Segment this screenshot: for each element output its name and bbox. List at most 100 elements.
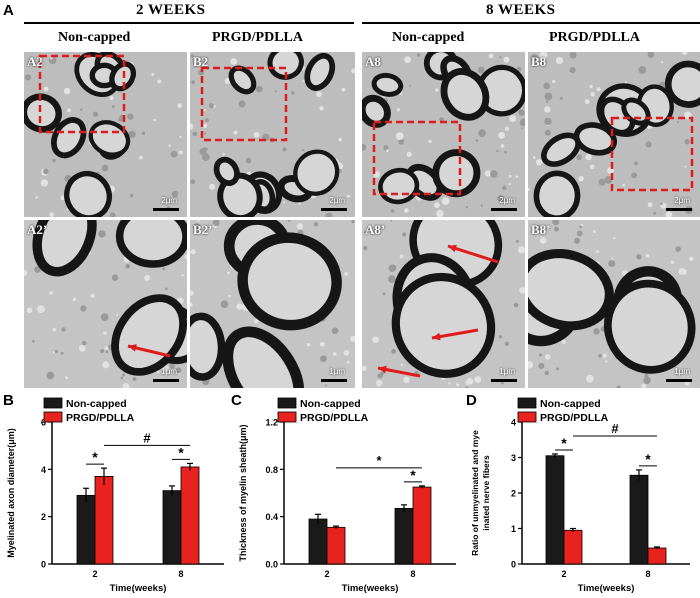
- panel-letter-d: D: [466, 392, 477, 409]
- scale-bar-label: 2μm: [499, 196, 515, 205]
- micrograph-label: B2’: [193, 222, 213, 237]
- inset-box: [610, 116, 694, 192]
- y-axis-label: Ratio of unmyelinated and mye: [470, 430, 480, 556]
- micrograph-b2: B2 2μm: [190, 52, 355, 217]
- x-tick-label: 8: [645, 569, 650, 579]
- bar-prgd-pdlla-8: [647, 547, 667, 565]
- legend-label: Non-capped: [300, 398, 361, 410]
- significance-star: *: [561, 435, 567, 451]
- y-axis-label: Thickness of myelin sheath(μm): [238, 424, 248, 561]
- inset-box: [372, 120, 462, 196]
- y-tick-label: 0: [41, 560, 46, 570]
- group-underline-right: [362, 22, 700, 24]
- legend-swatch: [277, 411, 297, 423]
- red-arrow-head: [128, 344, 137, 352]
- red-arrow: [447, 244, 499, 264]
- scale-bar: [491, 379, 517, 382]
- chart-myelin-thickness: 0.0 0.4 0.8 1.2 2 8 * * Non-capped PRGD/PDLLA Time…: [238, 397, 456, 594]
- bar-non-capped-2: [76, 494, 96, 565]
- significance-star: *: [410, 467, 416, 483]
- scale-bar-label: 1μm: [499, 367, 515, 376]
- y-tick-label: 4: [41, 465, 46, 475]
- legend-label: PRGD/PDLLA: [66, 412, 135, 424]
- micrograph-label: A8’: [365, 222, 386, 237]
- y-axis-label: inated nerve fibers: [481, 455, 491, 531]
- y-tick-label: 2: [41, 512, 46, 522]
- legend-label: PRGD/PDLLA: [540, 412, 609, 424]
- y-tick-label: 0: [511, 560, 516, 570]
- panel-letter-a: A: [3, 2, 14, 19]
- micrograph-label: B8: [531, 54, 547, 69]
- column-title-4: PRGD/PDLLA: [549, 30, 640, 45]
- bar-non-capped-2: [308, 518, 328, 565]
- x-axis-label: Time(weeks): [110, 583, 167, 594]
- x-tick-label: 8: [410, 569, 415, 579]
- scale-bar: [666, 208, 692, 211]
- micrograph-row2-2: A8’ 1μm: [362, 220, 525, 388]
- group-title-8-weeks: 8 WEEKS: [486, 2, 556, 18]
- panel-letter-b: B: [3, 392, 14, 409]
- bar-prgd-pdlla-8: [412, 486, 432, 565]
- y-tick-label: 3: [511, 453, 516, 463]
- legend-label: PRGD/PDLLA: [300, 412, 369, 424]
- x-axis-label: Time(weeks): [342, 583, 399, 594]
- scale-bar-label: 2μm: [161, 196, 177, 205]
- column-title-2: PRGD/PDLLA: [212, 30, 303, 45]
- micrograph-label: B8’: [531, 222, 551, 237]
- group-underline-left: [24, 22, 354, 24]
- micrograph-label: A8: [365, 54, 381, 69]
- y-tick-label: 0.0: [265, 560, 278, 570]
- group-title-2-weeks: 2 WEEKS: [136, 2, 206, 18]
- legend-swatch: [277, 397, 297, 409]
- scale-bar-label: 2μm: [674, 196, 690, 205]
- bar-prgd-pdlla-2: [94, 476, 114, 565]
- y-tick-label: 6: [41, 418, 46, 428]
- micrograph-label: A2: [27, 54, 43, 69]
- red-arrow-head: [378, 365, 387, 374]
- micrograph-row2-0: A2’ 1μm: [24, 220, 187, 388]
- bar-prgd-pdlla-2: [326, 526, 346, 565]
- x-tick-label: 2: [92, 569, 97, 579]
- micrograph-row2-3: B8’ 1μm: [528, 220, 700, 388]
- y-tick-label: 1.2: [265, 418, 278, 428]
- red-arrow-head: [432, 332, 441, 341]
- scale-bar-label: 1μm: [161, 367, 177, 376]
- scale-bar: [666, 379, 692, 382]
- column-title-1: Non-capped: [58, 30, 131, 45]
- legend-swatch: [517, 397, 537, 409]
- scale-bar-label: 1μm: [674, 367, 690, 376]
- y-tick-label: 1: [511, 524, 516, 534]
- y-tick-label: 4: [511, 418, 516, 428]
- significance-star: *: [178, 444, 184, 460]
- scale-bar: [321, 208, 347, 211]
- chart-fiber-ratio: 0 1 2 3 4 2 8 * * # Non-capped PRGD/PDLLA Time(weeks…: [470, 397, 690, 594]
- legend-label: Non-capped: [540, 398, 601, 410]
- red-arrow-head: [448, 244, 457, 253]
- between-group-mark: #: [143, 430, 151, 445]
- between-group-mark: #: [611, 421, 619, 436]
- legend-swatch: [43, 411, 63, 423]
- x-axis-label: Time(weeks): [578, 583, 635, 594]
- inset-box: [38, 54, 126, 134]
- scale-bar: [153, 208, 179, 211]
- bar-prgd-pdlla-2: [563, 529, 583, 565]
- micrograph-row2-1: B2’ 1μm: [190, 220, 355, 388]
- scale-bar-label: 2μm: [329, 196, 345, 205]
- bar-non-capped-8: [629, 474, 649, 565]
- bar-non-capped-2: [545, 455, 565, 565]
- chart-axon-diameter: 0 2 4 6 2 8 * * # Non-capped PRGD/PDLLA Time(weeks)…: [6, 397, 224, 594]
- x-tick-label: 2: [324, 569, 329, 579]
- micrograph-label: A2’: [27, 222, 48, 237]
- scale-bar-label: 1μm: [329, 367, 345, 376]
- y-tick-label: 0.4: [265, 512, 278, 522]
- column-title-3: Non-capped: [392, 30, 465, 45]
- between-group-mark: *: [376, 453, 382, 468]
- x-tick-label: 2: [561, 569, 566, 579]
- legend-label: Non-capped: [66, 398, 127, 410]
- y-tick-label: 0.8: [265, 465, 278, 475]
- scale-bar: [321, 379, 347, 382]
- y-axis-label: Myelinated axon diameter(μm): [6, 428, 16, 558]
- micrograph-a2: A2 2μm: [24, 52, 187, 217]
- scale-bar: [153, 379, 179, 382]
- inset-box: [200, 66, 288, 142]
